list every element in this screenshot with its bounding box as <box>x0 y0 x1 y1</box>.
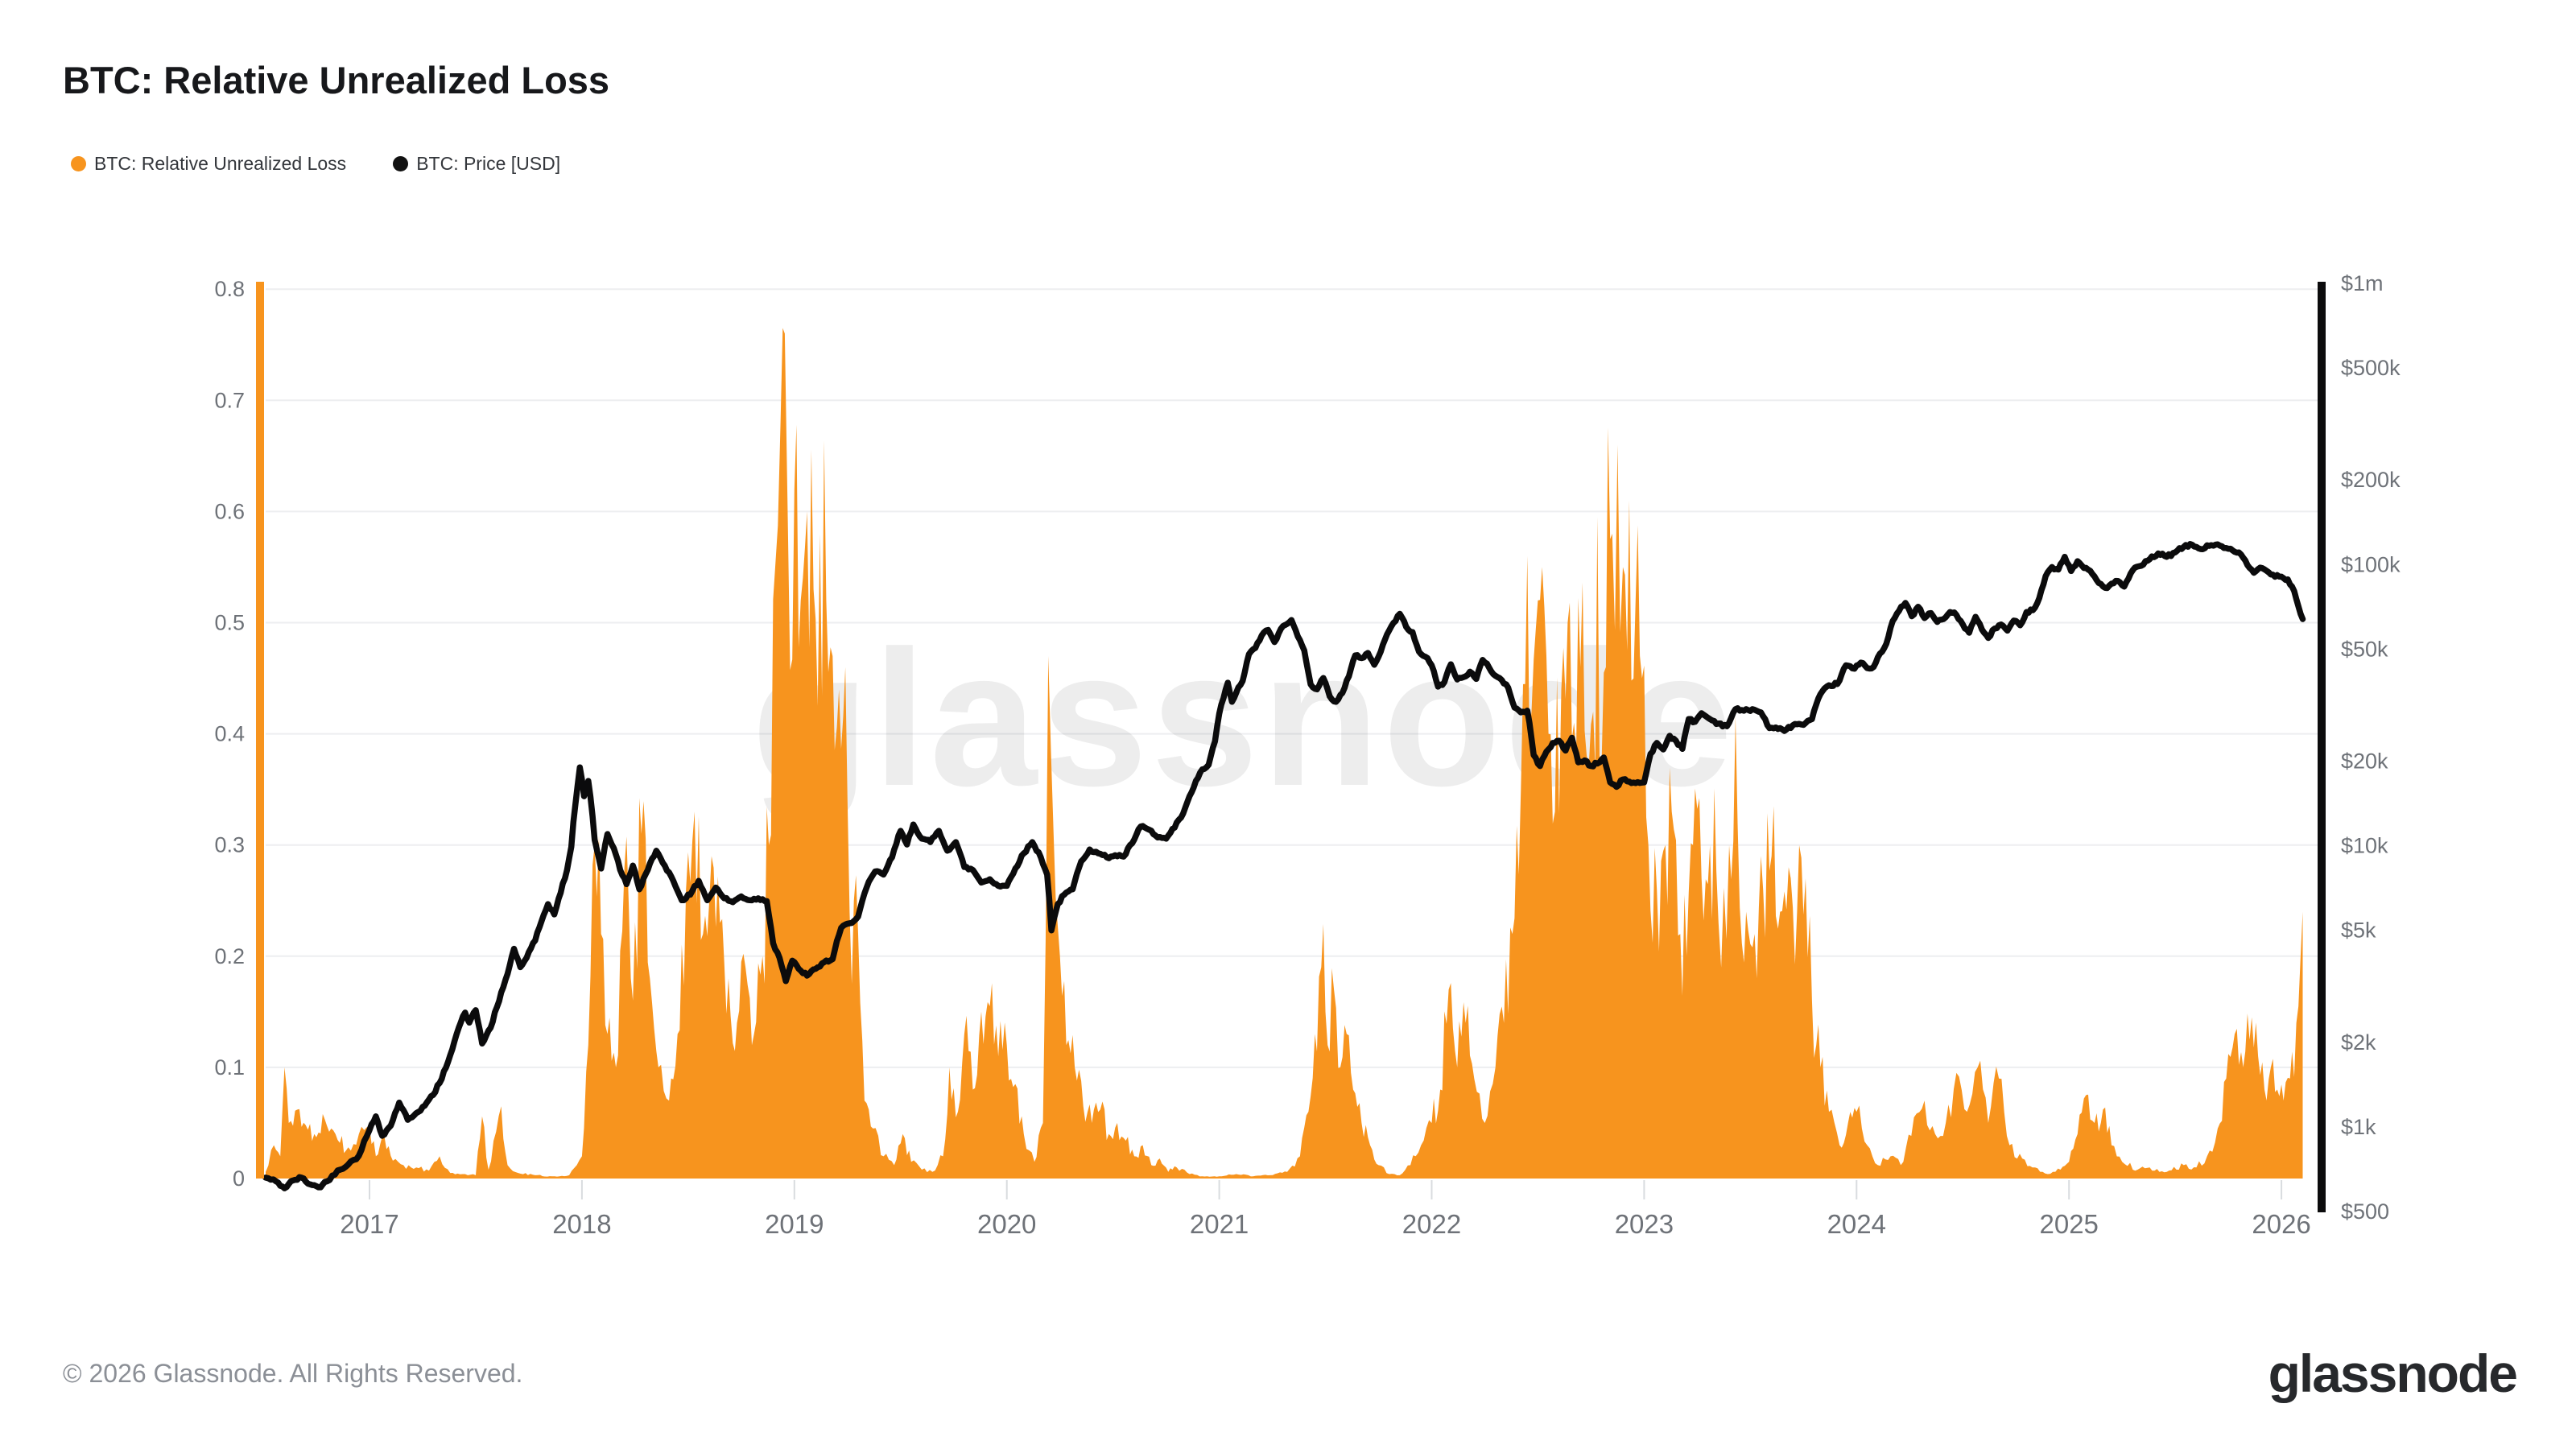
y-right-tick-label: $500 <box>2341 1199 2389 1224</box>
legend: BTC: Relative Unrealized Loss BTC: Price… <box>71 153 560 175</box>
x-tick-label: 2026 <box>2252 1209 2310 1239</box>
y-right-tick-label: $50k <box>2341 637 2388 661</box>
price-line-series <box>262 541 2306 1191</box>
legend-label: BTC: Price [USD] <box>416 153 561 174</box>
y-right-tick-label: $10k <box>2341 834 2388 858</box>
legend-item-price-usd[interactable]: BTC: Price [USD] <box>393 153 560 175</box>
loss-area-series <box>266 328 2303 1179</box>
y-left-tick-label: 0.6 <box>214 499 245 523</box>
left-axis-line <box>256 282 264 1179</box>
x-tick-label: 2019 <box>765 1209 824 1239</box>
y-left-tick-label: 0.2 <box>214 944 245 968</box>
x-tick-label: 2022 <box>1402 1209 1461 1239</box>
y-right-tick-label: $100k <box>2341 552 2401 576</box>
legend-dot-orange-icon <box>71 156 86 171</box>
plot-area[interactable] <box>266 283 2318 1179</box>
y-right-tick-label: $5k <box>2341 919 2376 943</box>
y-right-tick-label: $1m <box>2341 271 2384 295</box>
x-tick-label: 2021 <box>1190 1209 1249 1239</box>
y-left-tick-label: 0.8 <box>214 277 245 301</box>
page-title: BTC: Relative Unrealized Loss <box>63 59 610 101</box>
x-tick-label: 2018 <box>552 1209 611 1239</box>
y-left-tick-label: 0.1 <box>214 1055 245 1080</box>
y-right-axis-labels: $1m $500k $200k $100k $50k $20k $10k $5k $2k $1k $… <box>2341 271 2401 1224</box>
x-tick-label: 2024 <box>1827 1209 1886 1239</box>
legend-dot-black-icon <box>393 156 409 171</box>
x-tick-label: 2025 <box>2039 1209 2098 1239</box>
x-axis: 2017 2018 2019 2020 2021 2022 2023 2024 2025 2026 <box>340 1180 2311 1239</box>
glassnode-logo: glassnode <box>2268 1344 2518 1403</box>
y-right-tick-label: $200k <box>2341 468 2401 492</box>
y-left-tick-label: 0.4 <box>214 722 245 746</box>
y-right-tick-label: $20k <box>2341 749 2388 773</box>
y-right-tick-label: $2k <box>2341 1030 2376 1055</box>
y-left-tick-label: 0.7 <box>214 388 245 412</box>
legend-label: BTC: Relative Unrealized Loss <box>94 153 347 174</box>
y-left-tick-label: 0.5 <box>214 611 245 635</box>
copyright-text: © 2026 Glassnode. All Rights Reserved. <box>63 1359 523 1388</box>
y-right-tick-label: $500k <box>2341 356 2401 380</box>
legend-item-relative-unrealized-loss[interactable]: BTC: Relative Unrealized Loss <box>71 153 346 175</box>
x-tick-label: 2023 <box>1615 1209 1674 1239</box>
right-axis-line <box>2318 282 2326 1212</box>
x-tick-label: 2020 <box>977 1209 1036 1239</box>
y-left-tick-label: 0.3 <box>214 833 245 857</box>
y-right-tick-label: $1k <box>2341 1115 2376 1139</box>
y-left-tick-label: 0 <box>233 1166 245 1191</box>
x-tick-label: 2017 <box>340 1209 398 1239</box>
y-left-axis-labels: 0 0.1 0.2 0.3 0.4 0.5 0.6 0.7 0.8 <box>214 277 245 1191</box>
